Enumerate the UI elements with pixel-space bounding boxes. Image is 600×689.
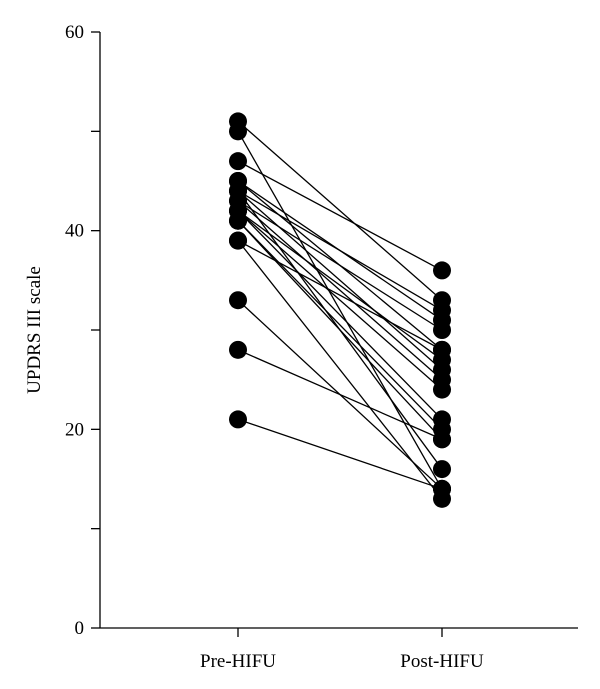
pair-line xyxy=(237,200,443,381)
pair-line xyxy=(237,210,443,391)
pair-line xyxy=(237,220,443,430)
y-tick-label: 20 xyxy=(65,419,84,440)
pre-hifu-point xyxy=(229,201,247,220)
post-hifu-point xyxy=(433,430,451,449)
x-tick-label: Post-HIFU xyxy=(400,651,484,672)
pair-line xyxy=(237,190,443,470)
pair-line xyxy=(237,190,443,311)
axes: 0 20 40 60 Pre-HIFU Post-HIFU xyxy=(65,22,578,672)
pair-line xyxy=(237,418,443,490)
pre-hifu-point xyxy=(229,122,247,141)
post-hifu-point xyxy=(433,301,451,320)
pre-hifu-point xyxy=(229,152,247,171)
pair-line xyxy=(237,240,443,351)
post-hifu-point xyxy=(433,261,451,280)
pair-line xyxy=(237,240,443,500)
pre-hifu-point xyxy=(229,291,247,310)
pair-line xyxy=(237,200,443,331)
pair-line xyxy=(237,210,443,420)
post-hifu-point xyxy=(433,380,451,399)
pre-hifu-point xyxy=(229,181,247,200)
y-tick-label: 40 xyxy=(65,221,84,242)
pre-hifu-point xyxy=(229,340,247,359)
y-axis-label: UPDRS III scale xyxy=(24,266,45,394)
pair-line xyxy=(237,160,443,271)
y-tick-label: 60 xyxy=(65,22,84,43)
pre-hifu-point xyxy=(229,231,247,250)
x-tick-label: Pre-HIFU xyxy=(200,651,276,672)
pair-line xyxy=(237,349,443,440)
post-hifu-point xyxy=(433,460,451,479)
post-hifu-point xyxy=(433,321,451,339)
pair-line xyxy=(237,210,443,361)
post-hifu-point xyxy=(433,340,451,359)
pair-line xyxy=(237,190,443,371)
data-points xyxy=(229,112,451,508)
y-tick-label: 0 xyxy=(75,618,85,639)
pair-lines xyxy=(237,120,443,500)
pair-line xyxy=(237,120,443,301)
pair-line xyxy=(237,131,443,490)
pre-hifu-point xyxy=(229,410,247,429)
post-hifu-point xyxy=(433,479,451,498)
